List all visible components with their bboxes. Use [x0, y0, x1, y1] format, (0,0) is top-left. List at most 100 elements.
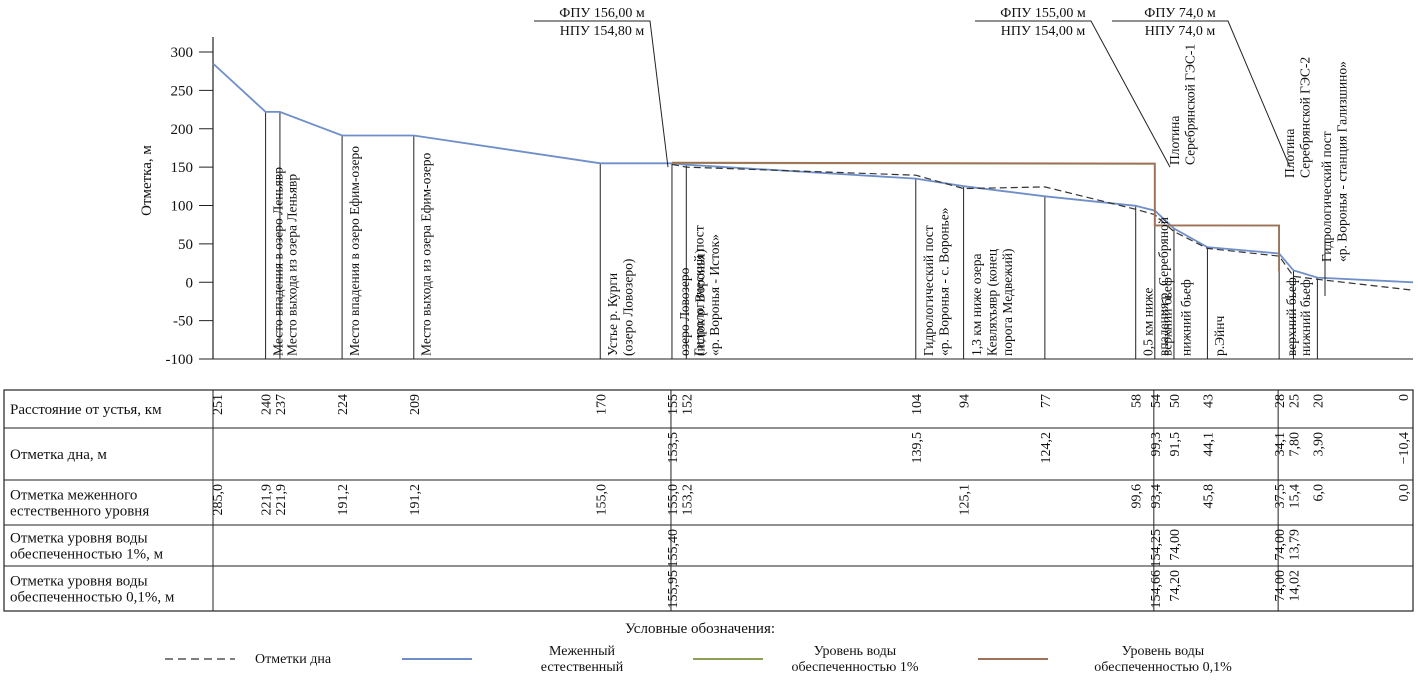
table-cell: 154,25 — [1149, 529, 1164, 568]
table-cell: 155,0 — [666, 484, 681, 516]
table-row-label-line: обеспеченностью 0,1%, м — [10, 590, 175, 606]
callout-leader — [534, 20, 669, 168]
legend-label-line: Отметки дна — [255, 652, 332, 667]
table-cell: 125,1 — [958, 484, 973, 516]
fpu-label: ФПУ 156,00 м — [559, 6, 645, 21]
legend-label-line: Уровень воды — [1122, 644, 1205, 659]
marker-labels: Место впадения в озеро Леньявр Место выхо… — [270, 146, 1313, 356]
data-table: Расстояние от устья, км 251 240 237 224 209 17… — [3, 389, 1414, 612]
marker-label-line: 0,5 км ниже — [1141, 288, 1156, 356]
table-cell: 14,02 — [1287, 570, 1302, 602]
table-row-label-line: Отметка уровня воды — [10, 574, 148, 590]
table-cell: 154,66 — [1149, 570, 1164, 609]
marker-label: озеро Ловозеро(исток р. Воронья) — [677, 249, 708, 356]
legend-label: Отметки дна — [255, 652, 332, 667]
marker-label-line: «р. Воронья - с. Воронье» — [936, 208, 951, 356]
marker-label: Устье р. Курги(озеро Ловозеро) — [605, 259, 636, 356]
marker-label: нижний бьеф — [1179, 279, 1194, 356]
table-cell: 13,79 — [1287, 529, 1302, 561]
table-row-label: Отметка уровня воды обеспеченностью 0,1%,… — [10, 574, 175, 606]
table-cell: 25 — [1287, 394, 1302, 408]
table-cell: 153,5 — [666, 432, 681, 464]
table-cell: 155,95 — [666, 570, 681, 609]
marker-label-line: Гидрологический пост — [921, 225, 936, 356]
table-row-label-line: естественного уровня — [10, 504, 149, 520]
table-cell: 191,2 — [408, 484, 423, 516]
marker-label: 0,5 км нижевпадения р. Серебряной — [1141, 217, 1172, 356]
table-cell: 224 — [336, 394, 351, 415]
y-tick-label: 150 — [171, 160, 194, 176]
table-cell: 240 — [260, 394, 275, 415]
y-tick-label: 250 — [171, 83, 194, 99]
table-cell: 6,0 — [1311, 484, 1326, 502]
y-tick-label: 200 — [171, 122, 194, 138]
table-cell: 50 — [1168, 394, 1183, 408]
marker-label-line: (исток р. Воронья) — [692, 249, 707, 356]
legend-label: Уровень воды обеспеченностью 0,1% — [1094, 644, 1232, 675]
marker-label: Место впадения в озеро Леньявр — [270, 167, 285, 356]
dam-label: ПлотинаСеребрянской ГЭС-2 — [1282, 57, 1313, 178]
legend-label-line: обеспеченностью 0,1% — [1094, 660, 1232, 675]
marker-lines — [212, 63, 1413, 360]
table-cell: 124,2 — [1039, 432, 1054, 464]
callout-leader — [1112, 20, 1291, 168]
y-tick-label: 100 — [171, 199, 194, 215]
table-cell: 251 — [211, 394, 226, 415]
table-row-label: Расстояние от устья, км — [10, 402, 162, 418]
table-cell: 74,00 — [1273, 529, 1288, 561]
table-cell: 74,20 — [1168, 570, 1183, 602]
marker-label: верхний бьеф — [1284, 277, 1299, 356]
callout-leader — [975, 20, 1171, 168]
series-line-1 — [212, 62, 1414, 284]
dam-label-line: Плотина — [1282, 129, 1297, 178]
series-line-4 — [671, 161, 1280, 272]
marker-label: Место выхода из озера Ефим-озеро — [419, 153, 434, 356]
legend: Условные обозначения: Отметки дна Меженный… — [165, 621, 1232, 675]
y-tick-label: 50 — [178, 237, 193, 253]
table-cell: 44,1 — [1201, 432, 1216, 457]
npu-label: НПУ 154,00 м — [1001, 24, 1086, 39]
legend-title: Условные обозначения: — [625, 621, 775, 637]
y-tick-label: -100 — [166, 352, 194, 368]
marker-label-line: (озеро Ловозеро) — [621, 259, 636, 356]
series-lines — [212, 62, 1414, 291]
legend-label-line: естественный — [541, 660, 624, 675]
fpu-label: ФПУ 155,00 м — [1000, 6, 1086, 21]
marker-label-line: Место впадения в озеро Леньявр — [270, 167, 285, 356]
table-row-label: Отметка дна, м — [10, 447, 107, 463]
y-tick-label: 300 — [171, 45, 194, 61]
dam-label-line: «р. Воронья - станция Гализшино» — [1334, 61, 1349, 262]
table-row-label-line: Расстояние от устья, км — [10, 402, 162, 418]
table-cell: 155,40 — [666, 529, 681, 568]
table-cell: 221,9 — [260, 484, 275, 516]
dam-label-line: Плотина — [1167, 116, 1182, 165]
table-cell: 155,0 — [594, 484, 609, 516]
table-cell: −10,4 — [1397, 432, 1412, 464]
table-row-label-line: Отметка уровня воды — [10, 531, 148, 547]
table-cell: 0 — [1397, 394, 1412, 401]
table-cell: 221,9 — [274, 484, 289, 516]
table-cell: 58 — [1130, 394, 1145, 408]
table-cell: 74,00 — [1168, 529, 1183, 561]
legend-label: Уровень воды обеспеченностью 1% — [792, 644, 919, 675]
npu-label: НПУ 154,80 м — [560, 24, 645, 39]
table-row-label-line: обеспеченностью 1%, м — [10, 547, 164, 563]
dam-label: Гидрологический пост«р. Воронья - станци… — [1319, 61, 1350, 262]
marker-label-line: Гидрологический пост — [691, 225, 706, 356]
table-row-label: Отметка уровня воды обеспеченностью 1%, м — [10, 531, 164, 563]
table-cell: 99,3 — [1149, 432, 1164, 457]
marker-label-line: верхний бьеф — [1284, 277, 1299, 356]
table-cell: 74,00 — [1273, 570, 1288, 602]
table-cell: 54 — [1149, 394, 1164, 408]
dam-label-line: Гидрологический пост — [1319, 131, 1334, 262]
table-cell: 20 — [1311, 394, 1326, 408]
y-tick-label: -50 — [173, 314, 193, 330]
table-cell: 191,2 — [336, 484, 351, 516]
table-cell: 237 — [274, 394, 289, 415]
table-cell: 209 — [408, 394, 423, 415]
table-border — [3, 389, 1414, 612]
legend-label-line: Меженный — [549, 644, 616, 659]
marker-label-line: верхний бьеф — [1160, 277, 1175, 356]
dam-label: ПлотинаСеребрянской ГЭС-1 — [1167, 44, 1198, 165]
